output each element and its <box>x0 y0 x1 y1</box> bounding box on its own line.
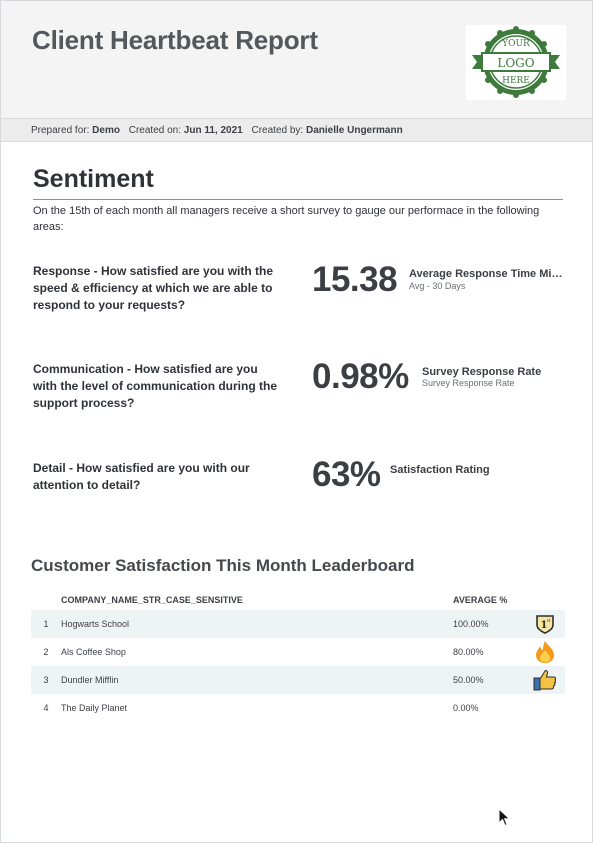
row-company: The Daily Planet <box>61 703 128 713</box>
report-title: Client Heartbeat Report <box>32 25 318 55</box>
report-header: Client Heartbeat Report YOUR LOGO HERE <box>1 1 592 119</box>
sentiment-divider <box>33 199 563 200</box>
table-row[interactable]: 1 Hogwarts School 100.00% 1 st <box>31 610 565 638</box>
leaderboard-title: Customer Satisfaction This Month Leaderb… <box>31 556 415 575</box>
communication-metric-sublabel: Survey Response Rate <box>422 378 515 388</box>
leaderboard-table: COMPANY_NAME_STR_CASE_SENSITIVE AVERAGE … <box>31 590 565 722</box>
row-company: Als Coffee Shop <box>61 647 126 657</box>
table-row[interactable]: 3 Dundler Mifflin 50.00% <box>31 666 565 694</box>
first-place-badge-icon: 1 st <box>536 615 554 634</box>
row-company: Hogwarts School <box>61 610 453 638</box>
logo-top-text: YOUR <box>501 39 530 49</box>
company-logo: YOUR LOGO HERE <box>466 25 566 100</box>
thumbs-up-icon <box>533 670 557 691</box>
column-header-average[interactable]: AVERAGE % <box>453 595 508 605</box>
table-row[interactable]: 4 The Daily Planet 0.00% <box>31 694 565 722</box>
communication-metric-value: 0.98% <box>312 357 409 396</box>
detail-question: Detail - How satisfied are you with our … <box>33 461 250 492</box>
row-average: 100.00% <box>453 610 525 638</box>
prepared-for-label: Prepared for: <box>31 125 90 136</box>
mouse-cursor-icon <box>498 808 511 827</box>
communication-question: Communication - How satisfied are you wi… <box>33 362 278 410</box>
response-metric-sublabel: Avg - 30 Days <box>409 281 466 291</box>
detail-metric-value: 63% <box>312 455 381 494</box>
column-header-company[interactable]: COMPANY_NAME_STR_CASE_SENSITIVE <box>61 595 243 605</box>
report-meta-bar: Prepared for: Demo Created on: Jun 11, 2… <box>1 119 592 142</box>
logo-bottom-text: HERE <box>502 76 530 86</box>
row-company: Dundler Mifflin <box>61 666 453 694</box>
table-header-row: COMPANY_NAME_STR_CASE_SENSITIVE AVERAGE … <box>31 590 565 610</box>
created-on-value: Jun 11, 2021 <box>183 125 243 136</box>
detail-metric-label: Satisfaction Rating <box>390 464 490 476</box>
logo-seal-icon: YOUR LOGO HERE <box>472 26 560 98</box>
created-by-value: Danielle Ungermann <box>305 125 403 136</box>
response-metric-value: 15.38 <box>312 260 398 299</box>
flame-icon <box>536 641 554 663</box>
response-question: Response - How satisfied are you with th… <box>33 264 274 312</box>
svg-text:1: 1 <box>541 620 548 631</box>
row-rank: 2 <box>43 647 49 657</box>
communication-metric-label: Survey Response Rate <box>422 366 542 378</box>
response-metric-label: Average Response Time Minutes <box>409 268 565 280</box>
row-rank: 3 <box>31 666 61 694</box>
prepared-for-value: Demo <box>92 125 120 136</box>
table-row[interactable]: 2 Als Coffee Shop 80.00% <box>31 638 565 666</box>
row-average: 0.00% <box>453 703 479 713</box>
created-on-label: Created on: <box>128 125 181 136</box>
logo-middle-text: LOGO <box>497 56 534 70</box>
row-average: 50.00% <box>453 666 525 694</box>
row-average: 80.00% <box>453 647 484 657</box>
created-by-label: Created by: <box>251 125 304 136</box>
sentiment-title: Sentiment <box>33 165 154 193</box>
sentiment-intro: On the 15th of each month all managers r… <box>33 205 540 233</box>
row-rank: 1 <box>31 610 61 638</box>
svg-text:st: st <box>547 618 551 623</box>
row-rank: 4 <box>43 703 49 713</box>
